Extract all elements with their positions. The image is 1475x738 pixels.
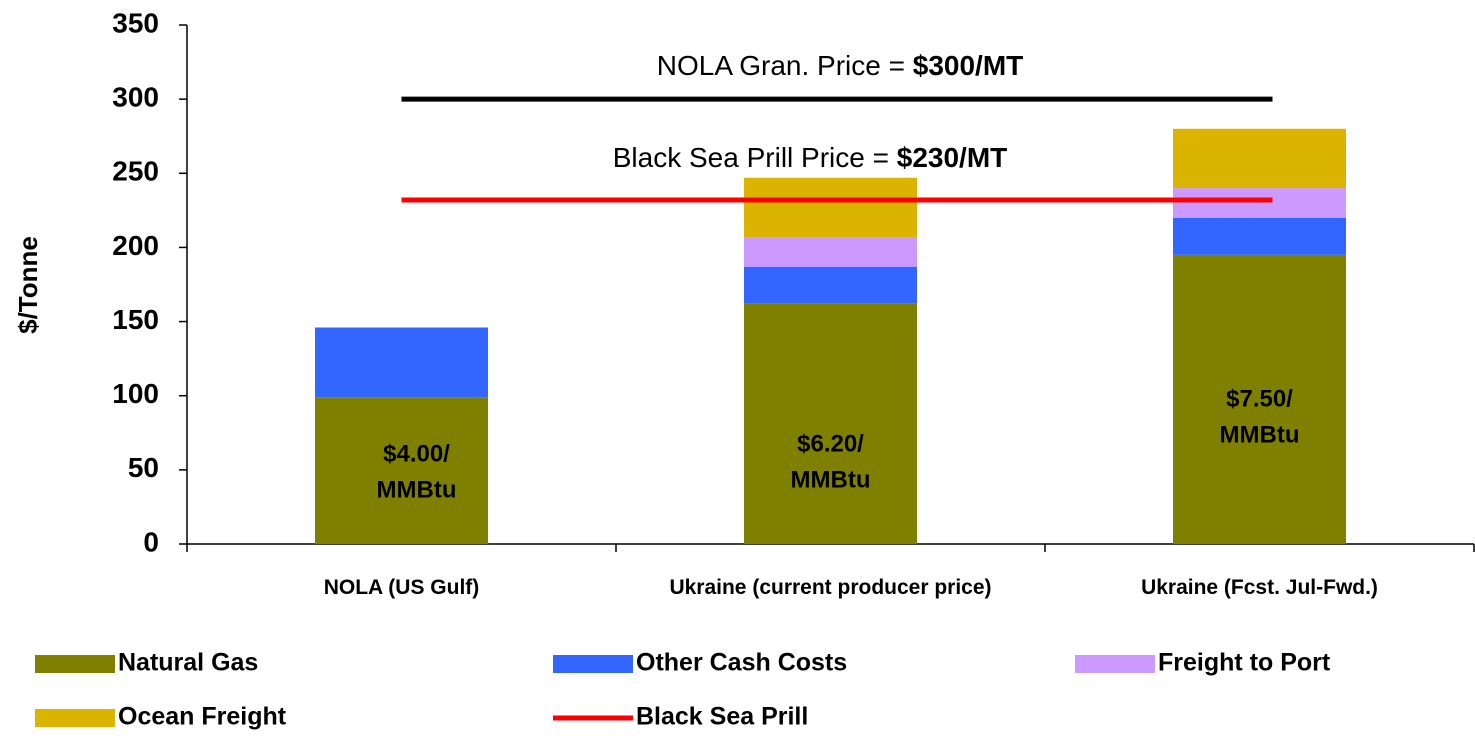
y-tick-label: 150 bbox=[112, 304, 159, 335]
y-tick-label: 200 bbox=[112, 230, 159, 261]
annotation-value: $230/MT bbox=[897, 142, 1008, 173]
legend-label: Other Cash Costs bbox=[636, 649, 847, 677]
x-tick-label: NOLA (US Gulf) bbox=[323, 576, 480, 599]
bar-segment bbox=[744, 266, 917, 304]
bar-note: MMBtu bbox=[1220, 421, 1300, 448]
legend-label: Natural Gas bbox=[118, 649, 258, 677]
bar-note: $4.00/ bbox=[383, 440, 450, 467]
bar-segment bbox=[315, 397, 488, 544]
bar-note: MMBtu bbox=[377, 476, 457, 503]
legend-swatch bbox=[553, 655, 633, 673]
bar-segment bbox=[1173, 254, 1346, 545]
x-tick-label: Ukraine (Fcst. Jul-Fwd.) bbox=[1141, 576, 1378, 599]
bar-segment bbox=[744, 303, 917, 544]
annotation: Black Sea Prill Price = $230/MT bbox=[613, 142, 1008, 173]
legend-label: Ocean Freight bbox=[118, 703, 287, 731]
legend-swatch bbox=[35, 655, 115, 673]
bar-segment bbox=[315, 327, 488, 398]
bar-note: $7.50/ bbox=[1226, 385, 1293, 412]
annotation: NOLA Gran. Price = $300/MT bbox=[657, 50, 1024, 81]
bar-note: $6.20/ bbox=[797, 430, 864, 457]
annotation-text: NOLA Gran. Price = bbox=[657, 50, 913, 81]
legend-label: Black Sea Prill bbox=[636, 703, 808, 731]
legend-swatch bbox=[1075, 655, 1155, 673]
y-tick-label: 350 bbox=[112, 7, 159, 38]
bar-segment bbox=[1173, 128, 1346, 189]
legend-swatch bbox=[35, 709, 115, 727]
y-tick-label: 0 bbox=[143, 526, 159, 557]
bar-segment bbox=[744, 177, 917, 238]
x-tick-label: Ukraine (current producer price) bbox=[669, 576, 992, 599]
y-tick-label: 250 bbox=[112, 156, 159, 187]
annotation-value: $300/MT bbox=[913, 50, 1024, 81]
annotation-text: Black Sea Prill Price = bbox=[613, 142, 897, 173]
y-tick-label: 50 bbox=[128, 452, 159, 483]
y-tick-label: 100 bbox=[112, 378, 159, 409]
y-axis-title: $/Tonne bbox=[13, 236, 43, 334]
bar-note: MMBtu bbox=[791, 466, 871, 493]
legend-label: Freight to Port bbox=[1158, 649, 1331, 677]
y-tick-label: 300 bbox=[112, 82, 159, 113]
bar-segment bbox=[1173, 217, 1346, 255]
bar-segment bbox=[1173, 188, 1346, 218]
bar-segment bbox=[744, 237, 917, 267]
